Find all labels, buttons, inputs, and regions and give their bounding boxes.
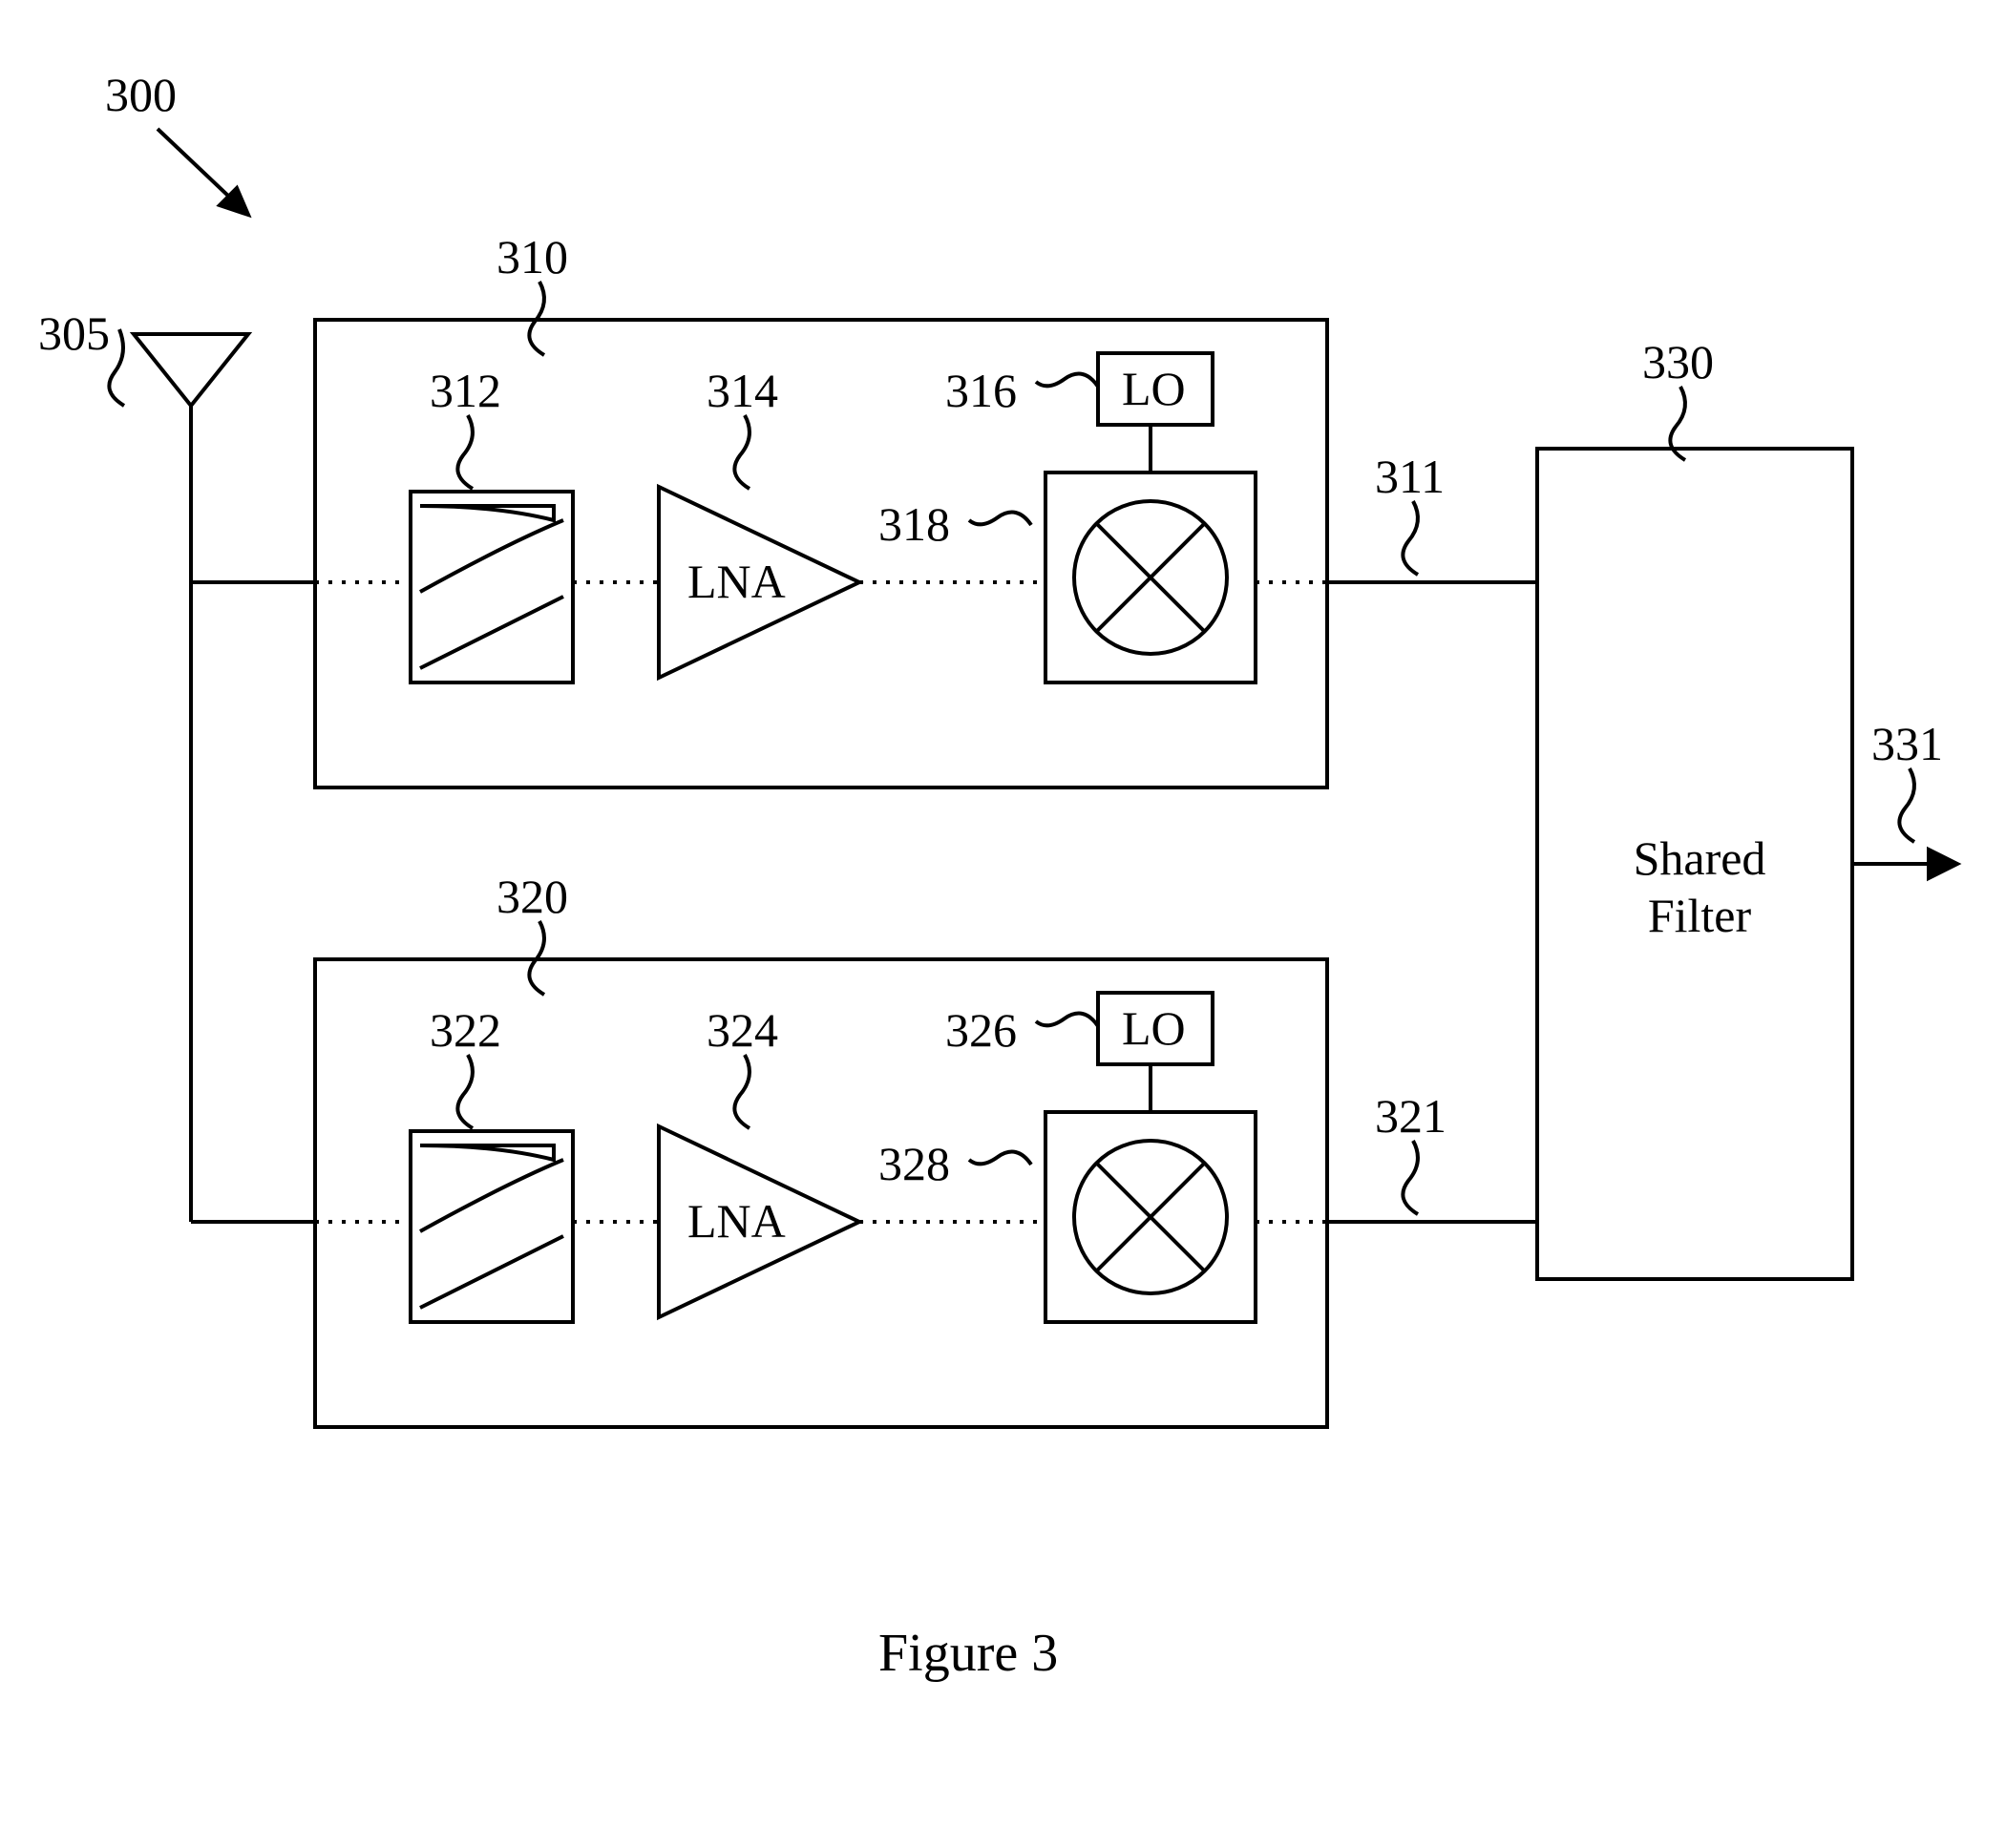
lna-314-icon: [659, 487, 859, 678]
squiggle-318: [969, 513, 1031, 525]
squiggle-312: [457, 415, 473, 489]
antenna-icon: [134, 334, 248, 582]
squiggle-326: [1036, 1014, 1098, 1026]
output-arrow-icon: [1852, 850, 1957, 878]
arrow-300-icon: [158, 129, 248, 215]
lna-324-icon: [659, 1126, 859, 1317]
filter-322-icon: [411, 1131, 573, 1322]
squiggle-321: [1403, 1141, 1418, 1214]
shared-filter-block: [1537, 449, 1852, 1279]
mixer-318-icon: [1045, 472, 1256, 682]
squiggle-331: [1899, 768, 1914, 842]
filter-312-icon: [411, 492, 573, 682]
mixer-328-icon: [1045, 1112, 1256, 1322]
squiggle-324: [734, 1055, 750, 1128]
squiggle-305: [109, 329, 124, 406]
squiggle-316: [1036, 374, 1098, 387]
lo-316-box: [1098, 353, 1213, 425]
squiggle-311: [1403, 501, 1418, 575]
diagram-svg: [0, 0, 2006, 1848]
squiggle-314: [734, 415, 750, 489]
squiggle-322: [457, 1055, 473, 1128]
lo-326-box: [1098, 993, 1213, 1064]
squiggle-328: [969, 1152, 1031, 1165]
